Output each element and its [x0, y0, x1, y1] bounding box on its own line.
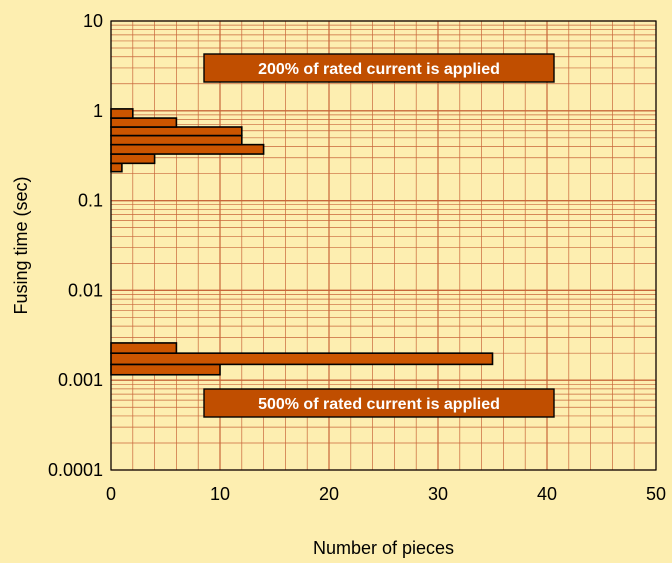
bar-series-1-bin-2: [110, 153, 156, 165]
x-tick-label: 20: [319, 484, 339, 504]
y-tick-label: 0.0001: [48, 460, 103, 480]
annotation-text: 500% of rated current is applied: [258, 396, 500, 413]
plot-frame: [110, 20, 657, 471]
bar-series-1-bin-5: [110, 126, 243, 137]
bar-series-2-bin-2: [110, 352, 494, 366]
annotation-label-1: 200% of rated current is applied: [203, 53, 555, 83]
y-tick-label: 10: [83, 11, 103, 31]
annotation-box: [203, 388, 555, 418]
y-tick-labels: 0.0001 0.001 0.01 0.1 1 10: [48, 11, 103, 480]
annotations: 200% of rated current is applied 500% of …: [203, 53, 555, 418]
x-tick-label: 50: [646, 484, 666, 504]
bar-series-2-bin-3: [110, 342, 178, 354]
bar-series-1-bin-6: [110, 117, 178, 128]
bar-series-1-bin-7: [110, 108, 134, 119]
y-tick-label: 0.1: [78, 191, 103, 211]
x-tick-labels: 0 10 20 30 40 50: [106, 484, 666, 504]
bar-series-2-bin-1: [110, 363, 221, 376]
bar-series-1-bin-3: [110, 143, 265, 155]
y-tick-label: 0.001: [58, 370, 103, 390]
x-axis-title: Number of pieces: [313, 538, 454, 558]
annotation-label-2: 500% of rated current is applied: [203, 388, 555, 418]
y-tick-label: 0.01: [68, 280, 103, 300]
bar-series-1-bin-4: [110, 134, 243, 146]
annotation-box: [203, 53, 555, 83]
annotation-text: 200% of rated current is applied: [258, 61, 500, 78]
y-axis-title: Fusing time (sec): [11, 176, 31, 314]
x-tick-label: 30: [428, 484, 448, 504]
bars: [110, 108, 494, 376]
bar-series-1-bin-1: [110, 162, 123, 173]
y-tick-label: 1: [93, 101, 103, 121]
x-tick-label: 0: [106, 484, 116, 504]
x-tick-label: 40: [537, 484, 557, 504]
x-tick-label: 10: [210, 484, 230, 504]
